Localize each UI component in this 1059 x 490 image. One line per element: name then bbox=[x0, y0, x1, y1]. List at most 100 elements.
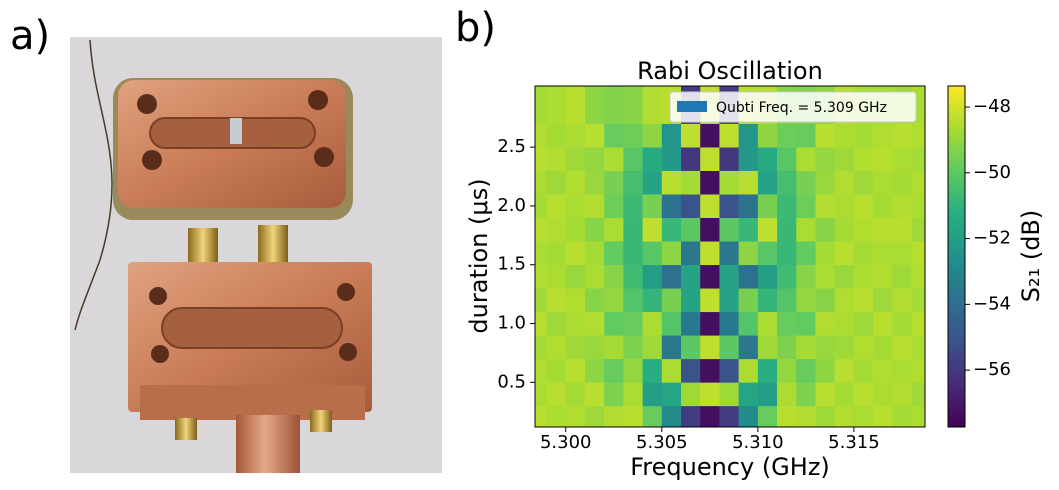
colorbar-swatch bbox=[948, 188, 965, 192]
heatmap-cell bbox=[719, 241, 739, 266]
heatmap-cell bbox=[777, 241, 797, 266]
heatmap-cell bbox=[853, 382, 874, 407]
heatmap-cell bbox=[738, 170, 759, 195]
heatmap-cell bbox=[623, 288, 643, 313]
heatmap-cell bbox=[604, 241, 624, 266]
heatmap-cell bbox=[757, 147, 778, 171]
heatmap-cell bbox=[623, 311, 643, 336]
heatmap-cell bbox=[834, 264, 855, 289]
colorbar-swatch bbox=[948, 233, 965, 238]
heatmap-cell bbox=[584, 217, 605, 242]
colorbar-swatch bbox=[948, 88, 965, 93]
colorbar-swatch bbox=[948, 270, 965, 275]
heatmap-cell bbox=[546, 264, 567, 289]
colorbar-swatch bbox=[948, 355, 965, 360]
heatmap-cell bbox=[834, 382, 855, 407]
heatmap-cell bbox=[700, 288, 720, 313]
heatmap-cell bbox=[719, 123, 739, 148]
heatmap-cell bbox=[546, 382, 567, 407]
colorbar-tick-label: −48 bbox=[973, 96, 1011, 117]
colorbar-swatch bbox=[948, 304, 965, 309]
colorbar-swatch bbox=[948, 364, 965, 368]
heatmap-cell bbox=[834, 358, 855, 383]
colorbar-swatch bbox=[948, 114, 965, 118]
heatmap-cell bbox=[777, 170, 797, 195]
heatmap-cell bbox=[796, 405, 816, 427]
colorbar-swatch bbox=[948, 256, 965, 260]
legend-box bbox=[669, 91, 917, 123]
colorbar-swatch bbox=[948, 316, 965, 320]
heatmap-cell bbox=[911, 382, 925, 407]
heatmap-cell bbox=[565, 311, 586, 336]
heatmap-cell bbox=[700, 311, 720, 336]
photo bbox=[70, 37, 442, 473]
colorbar-swatch bbox=[948, 338, 965, 343]
heatmap-cell bbox=[834, 241, 855, 266]
colorbar-swatch bbox=[948, 262, 965, 266]
heatmap-cell bbox=[834, 217, 855, 242]
heatmap-cell bbox=[642, 405, 663, 427]
heatmap-cell bbox=[604, 147, 624, 171]
colorbar-tick-label: −50 bbox=[973, 162, 1011, 183]
heatmap-cell bbox=[604, 170, 624, 195]
colorbar-swatch bbox=[948, 353, 965, 357]
panel-label: b) bbox=[455, 5, 496, 51]
colorbar-swatch bbox=[948, 336, 965, 340]
heatmap-cell bbox=[853, 217, 874, 242]
heatmap-cell bbox=[738, 358, 759, 383]
heatmap-cell bbox=[700, 217, 720, 242]
heatmap-cell bbox=[911, 170, 925, 195]
colorbar-tick-label: −52 bbox=[973, 228, 1011, 249]
colorbar-swatch bbox=[948, 384, 965, 388]
heatmap-cell bbox=[535, 358, 547, 383]
heatmap-cell bbox=[584, 170, 605, 195]
heatmap-cell bbox=[681, 288, 701, 313]
heatmap-cell bbox=[681, 405, 701, 427]
heatmap-cell bbox=[535, 147, 547, 171]
heatmap-cell bbox=[546, 217, 567, 242]
heatmap-cell bbox=[911, 241, 925, 266]
colorbar-swatch bbox=[948, 230, 965, 235]
colorbar-swatch bbox=[948, 253, 965, 257]
heatmap-cell bbox=[604, 405, 624, 427]
colorbar-swatch bbox=[948, 367, 965, 371]
heatmap-cell bbox=[642, 86, 663, 124]
colorbar-swatch bbox=[948, 282, 965, 286]
colorbar-swatch bbox=[948, 390, 965, 394]
heatmap-cell bbox=[719, 288, 739, 313]
heatmap-cell bbox=[796, 335, 816, 360]
heatmap-cell bbox=[604, 311, 624, 336]
colorbar-swatch bbox=[948, 191, 965, 195]
heatmap-cell bbox=[565, 170, 586, 195]
heatmap-cell bbox=[892, 123, 912, 148]
colorbar-swatch bbox=[948, 228, 965, 232]
heatmap-cell bbox=[738, 147, 759, 171]
heatmap-cell bbox=[853, 358, 874, 383]
colorbar-swatch bbox=[948, 176, 965, 181]
heatmap-cell bbox=[535, 123, 547, 148]
colorbar-swatch bbox=[948, 296, 965, 300]
colorbar-swatch bbox=[948, 171, 965, 175]
colorbar-swatch bbox=[948, 239, 965, 243]
colorbar-swatch bbox=[948, 324, 965, 329]
heatmap-cell bbox=[892, 264, 912, 289]
heatmap-cell bbox=[681, 311, 701, 336]
colorbar-swatch bbox=[948, 86, 965, 90]
y-tick-label: 2.0 bbox=[497, 195, 526, 216]
heatmap-cell bbox=[681, 217, 701, 242]
heatmap-cell bbox=[604, 335, 624, 360]
colorbar-swatch bbox=[948, 392, 965, 397]
heatmap-cell bbox=[700, 382, 720, 407]
heatmap-cell bbox=[642, 335, 663, 360]
heatmap-cell bbox=[911, 264, 925, 289]
colorbar-tick-label: −54 bbox=[973, 293, 1011, 314]
heatmap-cell bbox=[853, 241, 874, 266]
heatmap-cell bbox=[738, 288, 759, 313]
heatmap-cell bbox=[623, 147, 643, 171]
heatmap-cell bbox=[777, 264, 797, 289]
heatmap-cell bbox=[853, 264, 874, 289]
heatmap-cell bbox=[777, 147, 797, 171]
heatmap-cell bbox=[661, 358, 682, 383]
heatmap-cell bbox=[892, 288, 912, 313]
heatmap-cell bbox=[719, 405, 739, 427]
